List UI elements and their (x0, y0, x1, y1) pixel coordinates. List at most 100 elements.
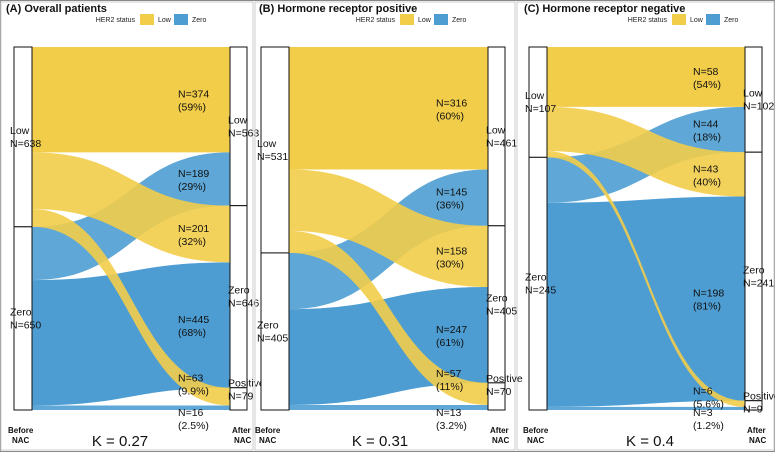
before-axis-line2: NAC (12, 436, 30, 445)
before-count-zero: N=245 (525, 285, 556, 297)
kappa-value: K = 0.4 (626, 433, 674, 450)
node-after-positive (229, 387, 248, 411)
legend-label-low: Low (690, 17, 704, 24)
after-count-positive: N=79 (228, 391, 254, 403)
flow-count-zero-positive: N=13 (436, 407, 462, 419)
flow-pct-low-zero: (40%) (693, 176, 721, 188)
flow-labels: N=374(59%) N=189(29%) N=201(32%) N=445(68%)… (178, 89, 209, 432)
flow-low-to-low (289, 47, 488, 170)
flow-zero-to-positive (289, 404, 488, 410)
node-labels: LowN=638ZeroN=650LowN=563ZeroN=646Positi… (10, 114, 265, 402)
flow-low-to-low (547, 47, 745, 107)
after-count-low: N=461 (486, 137, 517, 149)
legend-title: HER2 status (356, 17, 396, 24)
after-label-positive: Positive (486, 373, 523, 385)
after-axis-line2: NAC (234, 436, 252, 445)
node-labels: LowN=107ZeroN=245LowN=102ZeroN=241Positi… (525, 88, 775, 416)
after-count-zero: N=241 (743, 277, 774, 289)
flow-pct-zero-low: (18%) (693, 132, 721, 144)
flow-pct-zero-positive: (2.5%) (178, 420, 209, 432)
nodes (528, 46, 763, 411)
before-count-low: N=638 (10, 138, 41, 150)
flow-labels: N=316(60%) N=145(36%) N=158(30%) N=247(61%)… (436, 97, 467, 432)
flow-count-zero-low: N=189 (178, 168, 209, 180)
flow-count-low-low: N=374 (178, 89, 209, 101)
flow-count-zero-positive: N=3 (693, 407, 713, 419)
legend-label-zero: Zero (452, 17, 467, 24)
node-before-zero (13, 226, 33, 411)
flow-pct-low-zero: (30%) (436, 258, 464, 270)
before-count-low: N=531 (257, 151, 288, 163)
flow-pct-zero-low: (29%) (178, 181, 206, 193)
panel-a: (A) Overall patients HER2 status Low Zero Lo… (0, 1, 265, 451)
flow-pct-low-low: (60%) (436, 110, 464, 122)
legend-swatch-zero (434, 14, 448, 25)
flow-labels: N=58(54%) N=44(18%) N=43(40%) N=198(81%) N=6… (693, 66, 724, 432)
panel-frame (254, 1, 516, 451)
kappa-value: K = 0.27 (92, 433, 148, 450)
flow-pct-zero-zero: (61%) (436, 337, 464, 349)
flow-count-low-positive: N=63 (178, 373, 204, 385)
legend-swatch-low (672, 14, 686, 25)
flow-count-zero-low: N=145 (436, 187, 467, 199)
after-count-positive: N=9 (743, 404, 763, 416)
flow-low-to-positive (547, 151, 745, 407)
flow-pct-low-low: (54%) (693, 79, 721, 91)
nodes (260, 46, 506, 411)
node-labels: LowN=531ZeroN=405LowN=461ZeroN=405Positi… (257, 124, 523, 397)
flow-count-low-zero: N=158 (436, 245, 467, 257)
after-axis-line2: NAC (749, 436, 767, 445)
before-axis-line1: Before (8, 426, 34, 435)
after-label-positive: Positive (228, 378, 265, 390)
before-axis-line2: NAC (527, 436, 545, 445)
after-count-zero: N=405 (486, 305, 517, 317)
after-axis-line1: After (232, 426, 251, 435)
after-label-zero: Zero (486, 292, 508, 304)
after-count-low: N=102 (743, 101, 774, 113)
legend-title: HER2 status (628, 17, 668, 24)
node-after-zero (744, 151, 763, 402)
node-after-low (744, 46, 763, 153)
before-label-zero: Zero (525, 272, 547, 284)
legend-swatch-low (400, 14, 414, 25)
before-label-zero: Zero (10, 306, 32, 318)
kappa-value: K = 0.31 (352, 433, 408, 450)
flow-count-zero-zero: N=198 (693, 288, 724, 300)
node-after-positive (744, 400, 763, 411)
node-before-low (528, 46, 548, 158)
legend: HER2 status Low Zero (356, 14, 467, 25)
flow-count-zero-positive: N=16 (178, 407, 204, 419)
before-label-low: Low (257, 138, 277, 150)
before-count-zero: N=650 (10, 319, 41, 331)
flow-pct-low-positive: (11%) (436, 381, 463, 393)
flow-count-zero-zero: N=247 (436, 324, 467, 336)
before-label-low: Low (10, 125, 30, 137)
after-count-zero: N=646 (228, 298, 259, 310)
flow-count-low-zero: N=201 (178, 223, 209, 235)
flow-count-low-low: N=58 (693, 66, 719, 78)
flow-pct-zero-zero: (81%) (693, 301, 721, 313)
flow-pct-low-positive: (9.9%) (178, 386, 209, 398)
flow-pct-zero-low: (36%) (436, 200, 464, 212)
flow-zero-to-positive (547, 406, 745, 410)
flow-low-to-low (32, 47, 230, 153)
legend-label-low: Low (158, 17, 172, 24)
after-axis-line1: After (490, 426, 509, 435)
legend-swatch-low (140, 14, 154, 25)
before-axis-line1: Before (255, 426, 281, 435)
flow-pct-low-zero: (32%) (178, 236, 206, 248)
after-label-low: Low (743, 88, 763, 100)
after-axis-line2: NAC (492, 436, 510, 445)
nodes (13, 46, 248, 411)
flow-count-zero-zero: N=445 (178, 314, 209, 326)
legend: HER2 status Low Zero (96, 14, 207, 25)
flow-count-low-positive: N=57 (436, 368, 462, 380)
legend-label-zero: Zero (192, 17, 207, 24)
legend-label-low: Low (418, 17, 432, 24)
after-label-low: Low (228, 114, 248, 126)
node-before-zero (528, 156, 548, 411)
flow-pct-zero-zero: (68%) (178, 327, 206, 339)
